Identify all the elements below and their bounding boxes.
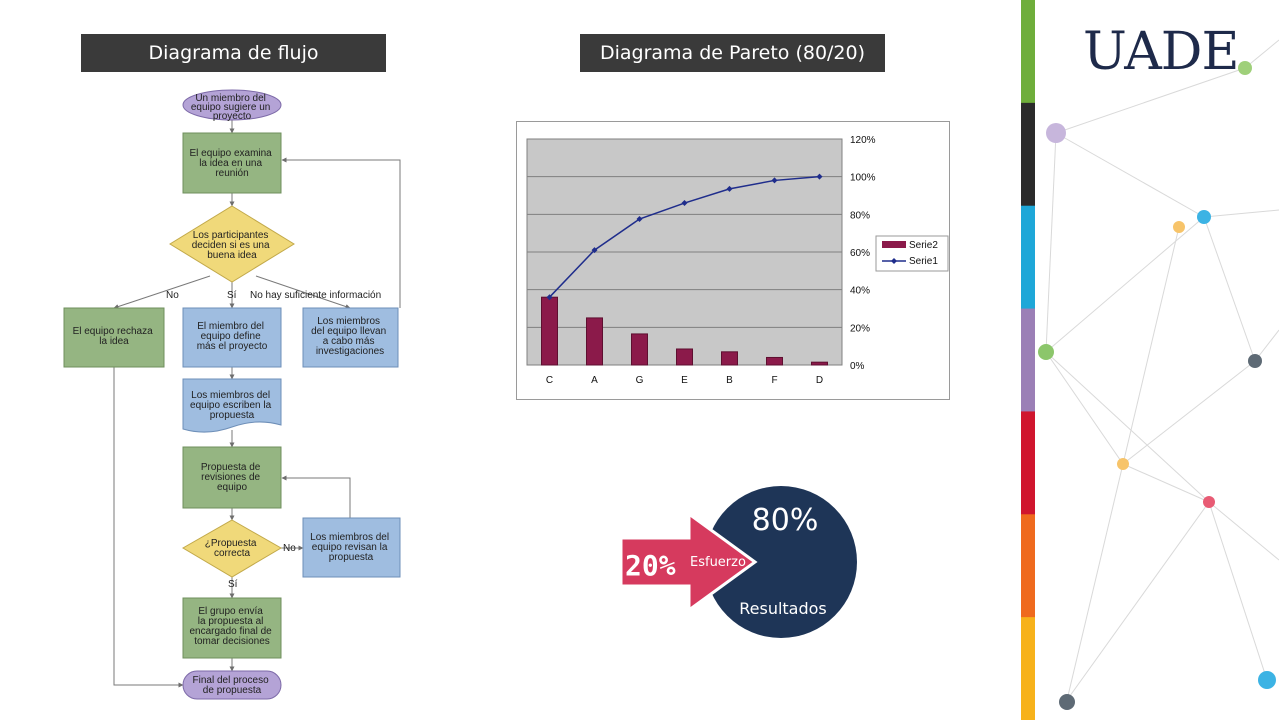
point-A	[591, 247, 598, 254]
accent-stripe	[1021, 411, 1035, 516]
accent-stripe	[1021, 205, 1035, 310]
x-tick-label: A	[591, 375, 598, 386]
decorative-network	[1021, 0, 1279, 720]
svg-text:El equipo examina la i: El equipo examina la idea en una reunión	[189, 148, 274, 179]
small-percent: 20%	[625, 549, 676, 582]
label-no: No	[166, 290, 179, 301]
svg-text:Los miembros del equip: Los miembros del equipo llevan a cabo má…	[311, 316, 389, 357]
send-node: El grupo envía la propuesta al encargado…	[182, 597, 282, 659]
label-insufficient: No hay suficiente información	[250, 290, 381, 301]
chart-legend: Serie2 Serie1	[875, 235, 949, 272]
revision-node: Propuesta de revisiones de equipo	[182, 446, 282, 509]
uade-logo: UADE	[1083, 22, 1239, 82]
svg-text:Propuesta de revisione: Propuesta de revisiones de equipo	[201, 462, 263, 493]
x-tick-label: C	[546, 375, 553, 386]
svg-text:Final del proceso de p: Final del proceso de propuesta	[193, 675, 272, 696]
pareto-chart: 0% 20% 40% 60% 80% 100% 120% C A G E B F D Serie2 Se…	[516, 121, 950, 400]
accent-stripe	[1021, 102, 1035, 207]
big-percent: 80%	[752, 503, 819, 538]
investigate-node: Los miembros del equipo llevan a cabo má…	[302, 307, 399, 368]
write-node: Los miembros del equipo escriben la prop…	[182, 378, 282, 433]
svg-text:El equipo rechaza la i: El equipo rechaza la idea	[73, 326, 156, 347]
y-tick-label: 40%	[850, 286, 870, 297]
y-tick-label: 100%	[850, 173, 876, 184]
svg-text:El miembro del equipo: El miembro del equipo define más el proy…	[197, 321, 268, 352]
y-tick-label: 60%	[850, 248, 870, 259]
accent-stripe	[1021, 0, 1035, 104]
pareto-header: Diagrama de Pareto (80/20)	[580, 34, 885, 72]
bar-A	[586, 317, 603, 366]
bar-B	[721, 351, 738, 366]
x-tick-label: D	[816, 375, 823, 386]
reject-node: El equipo rechaza la idea	[63, 307, 165, 368]
x-tick-label: F	[771, 375, 777, 386]
effort-arrow	[619, 511, 758, 613]
point-G	[636, 216, 643, 223]
x-tick-label: B	[726, 375, 733, 386]
flowchart-header: Diagrama de flujo	[81, 34, 386, 72]
svg-text:Los miembros del equip: Los miembros del equipo escriben la prop…	[190, 390, 274, 421]
bar-D	[811, 361, 828, 366]
accent-stripe	[1021, 514, 1035, 619]
results-circle	[705, 486, 857, 638]
svg-text:Un miembro del equipo: Un miembro del equipo sugiere un proyect…	[191, 93, 273, 122]
label-no-2: No	[283, 543, 296, 554]
label-si-2: Sí	[228, 579, 238, 590]
examine-node: El equipo examina la idea en una reunión	[182, 132, 282, 194]
define-node: El miembro del equipo define más el proy…	[182, 307, 282, 368]
pareto-80-20-graphic: 80% 20% Esfuerzo Resultados	[619, 486, 857, 638]
accent-stripe	[1021, 308, 1035, 413]
point-D	[816, 173, 823, 180]
y-tick-label: 20%	[850, 323, 870, 334]
point-E	[681, 200, 688, 207]
bar-F	[766, 356, 783, 366]
y-tick-label: 120%	[850, 135, 876, 146]
accent-stripe	[1021, 617, 1035, 720]
legend-swatch-serie2	[882, 241, 906, 248]
point-F	[771, 177, 778, 184]
bar-C	[541, 296, 558, 366]
legend-label-serie1: Serie1	[909, 256, 938, 267]
review-node: Los miembros del equipo revisan la propu…	[302, 517, 401, 578]
results-label: Resultados	[739, 599, 827, 618]
x-tick-label: G	[636, 375, 644, 386]
correct-node: ¿Propuesta correcta	[182, 519, 282, 578]
effort-label: Esfuerzo	[690, 555, 746, 570]
svg-text:¿Propuesta correcta: ¿Propuesta correcta	[205, 538, 259, 559]
x-tick-label: E	[681, 375, 688, 386]
flowchart: Un miembro del equipo sugiere un proyect…	[63, 89, 401, 700]
svg-text:El grupo envía la prop: El grupo envía la propuesta al encargado…	[189, 606, 274, 647]
label-si: Sí	[227, 290, 237, 301]
y-tick-label: 0%	[850, 361, 865, 372]
svg-text:Los miembros del equip: Los miembros del equipo revisan la propu…	[310, 532, 392, 563]
point-B	[726, 185, 733, 192]
bar-G	[631, 333, 648, 366]
start-node: Un miembro del equipo sugiere un proyect…	[182, 89, 282, 122]
y-tick-label: 80%	[850, 210, 870, 221]
bar-E	[676, 348, 693, 366]
end-node: Final del proceso de propuesta	[182, 670, 282, 700]
point-C	[546, 294, 553, 301]
svg-text:Los participantes deci: Los participantes deciden si es una buen…	[192, 230, 273, 261]
decide-node: Los participantes deciden si es una buen…	[169, 205, 295, 283]
legend-label-serie2: Serie2	[909, 240, 938, 251]
